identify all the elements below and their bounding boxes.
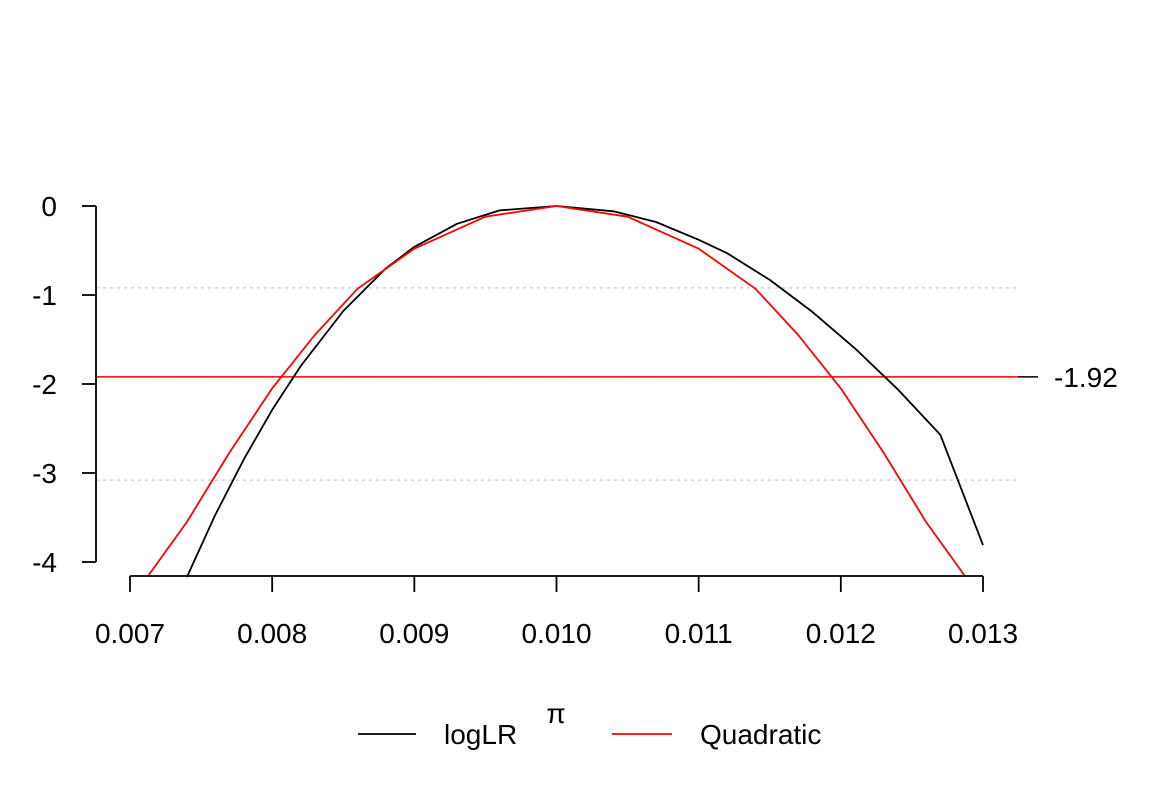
y-tick-label: 0: [41, 191, 57, 222]
x-tick-label: 0.010: [521, 618, 591, 649]
legend-quadratic-label: Quadratic: [700, 719, 821, 750]
x-tick-label: 0.013: [948, 618, 1018, 649]
x-tick-label: 0.012: [806, 618, 876, 649]
legend-loglr-label: logLR: [444, 719, 517, 750]
series-loglr-line: [186, 205, 984, 578]
y-tick-label: -3: [32, 458, 57, 489]
x-tick-label: 0.007: [95, 618, 165, 649]
gridlines: [96, 287, 1018, 481]
reference-line-group: -1.92: [96, 362, 1118, 393]
x-tick-label: 0.008: [237, 618, 307, 649]
x-axis-label: π: [546, 698, 565, 729]
y-tick-label: -1: [32, 280, 57, 311]
y-tick-label: -4: [32, 547, 57, 578]
x-tick-label: 0.009: [379, 618, 449, 649]
series-lines: [147, 205, 984, 578]
x-tick-label: 0.011: [665, 618, 733, 649]
reference-line-label: -1.92: [1054, 362, 1118, 393]
y-tick-label: -2: [32, 369, 57, 400]
legend: logLR Quadratic: [358, 719, 821, 750]
axes: 0 -1 -2 -3 -4 0.007 0.008 0.009 0.010 0.011 0.012 0…: [32, 191, 1018, 649]
series-quadratic-line: [147, 205, 966, 576]
